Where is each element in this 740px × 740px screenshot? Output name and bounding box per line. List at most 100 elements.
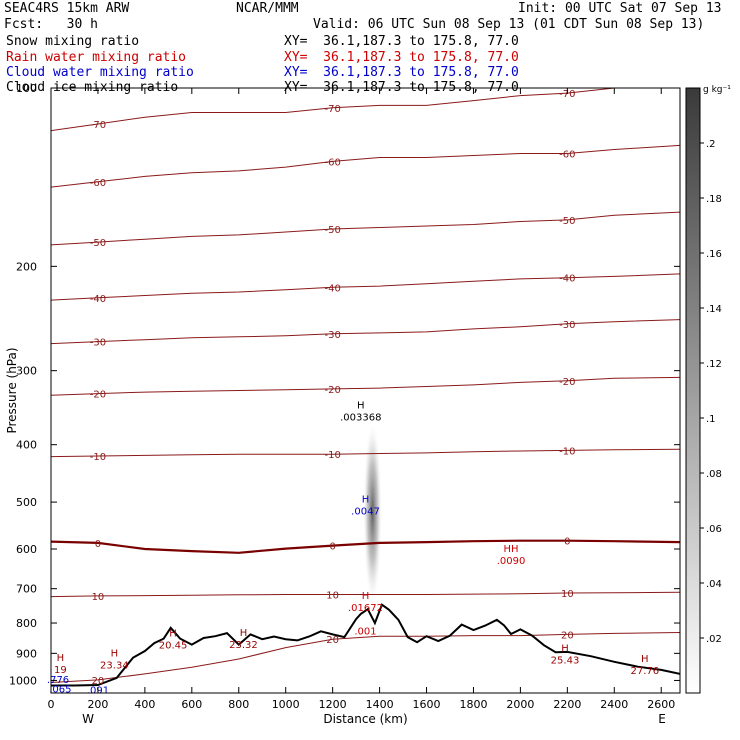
- max-value-label: .001: [354, 627, 376, 638]
- y-tick-label: 800: [16, 617, 37, 630]
- init-time: Init: 00 UTC Sat 07 Sep 13: [518, 1, 722, 16]
- max-value-label: 19: [54, 665, 67, 676]
- isotherm-label: -40: [559, 274, 575, 285]
- isotherm-label: 20: [92, 676, 105, 687]
- max-value-label: .065: [49, 684, 71, 695]
- max-marker: H: [357, 400, 365, 411]
- isotherm-minus50: [51, 211, 680, 246]
- colorbar-tick-label: .02: [706, 634, 722, 645]
- max-value-label: .003368: [340, 412, 381, 423]
- isotherm-label: -50: [90, 238, 106, 249]
- isotherm-label: 20: [326, 635, 339, 646]
- isotherm-minus30: [51, 319, 680, 345]
- field-rain-label: Rain water mixing ratio: [6, 50, 187, 65]
- y-tick-label: 600: [16, 543, 37, 556]
- max-value-label: 20.45: [159, 641, 188, 652]
- max-value-label: 23.32: [229, 640, 258, 651]
- y-tick-label: 900: [16, 647, 37, 660]
- field-snow-xy: XY= 36.1,187.3 to 175.8, 77.0: [284, 34, 519, 49]
- isotherm-label: -60: [90, 178, 106, 189]
- x-tick-label: 2000: [506, 698, 534, 711]
- isotherm-label: 20: [561, 630, 574, 641]
- isotherm-minus60: [51, 144, 680, 188]
- y-tick-label: 300: [16, 365, 37, 378]
- colorbar-tick-label: .14: [706, 304, 722, 315]
- forecast-hour: Fcst: 30 h: [4, 17, 98, 32]
- field-rain-xy: XY= 36.1,187.3 to 175.8, 77.0: [284, 50, 519, 65]
- x-tick-label: 1400: [366, 698, 394, 711]
- max-value-label: .776: [47, 675, 69, 686]
- isotherm-label: -30: [559, 320, 575, 331]
- org-label: NCAR/MMM: [236, 1, 299, 16]
- east-label: E: [658, 712, 666, 726]
- y-tick-label: 700: [16, 583, 37, 596]
- isotherm-label: 10: [326, 590, 339, 601]
- field-cloudwater-xy: XY= 36.1,187.3 to 175.8, 77.0: [284, 65, 519, 80]
- isotherm-label: -20: [90, 390, 106, 401]
- max-value-label: .0090: [497, 556, 526, 567]
- isotherm-label: -10: [559, 446, 575, 457]
- colorbar: [685, 87, 701, 694]
- isotherm-minus40: [51, 273, 680, 301]
- x-tick-label: 600: [181, 698, 202, 711]
- snow-shading: [363, 424, 382, 601]
- y-tick-label: 200: [16, 260, 37, 273]
- isotherm-label: -40: [324, 283, 340, 294]
- x-tick-label: 0: [48, 698, 55, 711]
- west-label: W: [82, 712, 94, 726]
- y-tick-label: 500: [16, 496, 37, 509]
- isotherm-label: -20: [324, 385, 340, 396]
- max-marker: H: [111, 648, 119, 659]
- isotherm-label: -70: [90, 120, 106, 131]
- x-tick-label: 1200: [319, 698, 347, 711]
- y-axis-title: Pressure (hPa): [5, 347, 19, 433]
- colorbar-tick-label: .2: [706, 139, 716, 150]
- isotherm-label: -50: [324, 225, 340, 236]
- colorbar-tick-label: .18: [706, 194, 722, 205]
- field-snow-label: Snow mixing ratio: [6, 34, 140, 49]
- isotherm-label: 10: [561, 589, 574, 600]
- y-tick-label: 1000: [9, 674, 37, 687]
- max-marker: H: [362, 495, 370, 506]
- isotherm-label: -60: [324, 157, 340, 168]
- isotherm-label: 0: [95, 539, 101, 550]
- isotherm-20: [51, 632, 680, 683]
- x-tick-label: 400: [134, 698, 155, 711]
- colorbar-tick-label: .04: [706, 579, 722, 590]
- x-tick-label: 2200: [553, 698, 581, 711]
- max-marker: H: [561, 643, 569, 654]
- isotherm-label: 0: [564, 537, 570, 548]
- max-value-label: 23.34: [100, 660, 129, 671]
- isotherm-minus70: [51, 88, 627, 132]
- max-marker: H: [240, 628, 248, 639]
- isotherm-label: -70: [559, 89, 575, 100]
- colorbar-tick-label: .16: [706, 249, 722, 260]
- x-tick-label: 2600: [647, 698, 675, 711]
- max-value-label: 25.43: [551, 655, 580, 666]
- colorbar-tick-label: .1: [706, 414, 716, 425]
- model-title: SEAC4RS 15km ARW: [4, 1, 130, 16]
- colorbar-unit: g kg⁻¹: [703, 85, 731, 95]
- x-tick-label: 1000: [272, 698, 300, 711]
- isotherm-label: -40: [90, 294, 106, 305]
- max-marker: H: [641, 654, 649, 665]
- isotherm-label: -70: [324, 104, 340, 115]
- x-axis-title: Distance (km): [323, 712, 407, 726]
- x-tick-label: 1600: [413, 698, 441, 711]
- colorbar-tick-label: .06: [706, 524, 722, 535]
- colorbar-tick-label: .08: [706, 469, 722, 480]
- isotherm-label: -60: [559, 150, 575, 161]
- y-tick-label: 400: [16, 439, 37, 452]
- isotherm-label: -20: [559, 377, 575, 388]
- isotherm-minus20: [51, 376, 680, 396]
- colorbar-tick-label: .12: [706, 359, 722, 370]
- valid-time: Valid: 06 UTC Sun 08 Sep 13 (01 CDT Sun …: [313, 17, 705, 32]
- isotherm-10: [51, 591, 680, 598]
- isotherm-label: -30: [90, 338, 106, 349]
- field-cloudwater-label: Cloud water mixing ratio: [6, 65, 194, 80]
- max-marker: HH: [503, 544, 518, 555]
- isotherm-label: 10: [92, 592, 105, 603]
- x-tick-label: 200: [87, 698, 108, 711]
- isotherm-label: -30: [324, 330, 340, 341]
